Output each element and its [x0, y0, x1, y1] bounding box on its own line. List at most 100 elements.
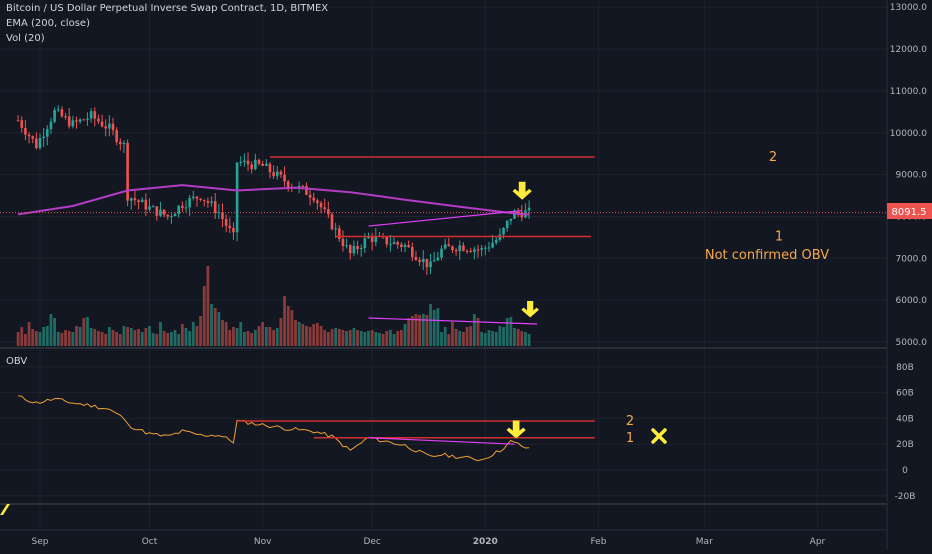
volume-bar — [275, 328, 279, 346]
volume-bar — [330, 329, 334, 346]
candle-body — [505, 220, 509, 229]
volume-bar — [151, 333, 155, 346]
candle-body — [239, 162, 243, 164]
volume-trendline[interactable] — [368, 317, 538, 325]
volume-bar — [348, 330, 352, 346]
candle-body — [458, 245, 462, 252]
candle-body — [115, 130, 118, 142]
volume-bar — [53, 318, 56, 346]
volume-bar — [462, 332, 465, 346]
volume-bar — [414, 314, 418, 346]
chart-title: Bitcoin / US Dollar Perpetual Inverse Sw… — [6, 3, 329, 14]
volume-bar — [180, 324, 184, 346]
candle-body — [119, 141, 122, 145]
x-mark-icon[interactable] — [651, 428, 667, 444]
candle-body — [305, 185, 308, 195]
volume-bar — [126, 327, 129, 346]
candle-body — [389, 243, 392, 245]
candle-body — [363, 238, 367, 249]
candle-body — [250, 164, 253, 170]
candle-body — [173, 213, 177, 217]
candle-body — [484, 247, 487, 249]
grid — [0, 0, 887, 530]
candle-body — [53, 110, 56, 122]
candle-body — [323, 207, 326, 210]
price-tick-label: 12000.0 — [890, 45, 927, 55]
obv-axis[interactable]: 80B 60B 40B 20B 0 -20B — [895, 363, 916, 502]
volume-legend[interactable]: Vol (20) — [6, 33, 45, 44]
volume-bar — [166, 333, 170, 346]
candle-body — [20, 120, 24, 128]
volume-bar — [217, 312, 221, 346]
candle-body — [527, 207, 531, 211]
price-trendline[interactable] — [368, 209, 522, 227]
volume-bar — [326, 332, 330, 346]
volume-bar — [199, 316, 202, 346]
candle-body — [97, 118, 100, 122]
price-annotations: 2 1 Not confirmed OBV — [269, 150, 829, 325]
candle-body — [283, 174, 286, 182]
price-axis[interactable]: 5000.06000.07000.08000.09000.010000.0110… — [890, 3, 927, 348]
volume-bar — [301, 324, 305, 346]
level-2-label: 2 — [769, 150, 777, 165]
volume-bar — [305, 326, 308, 346]
time-tick-label: Nov — [254, 537, 272, 547]
candle-body — [257, 159, 261, 164]
volume-bar — [64, 330, 67, 346]
candle-body — [462, 245, 465, 251]
candle-body — [316, 200, 319, 204]
price-arrow-down-icon[interactable] — [512, 181, 532, 200]
volume-bar — [425, 315, 429, 346]
obv-trendline[interactable] — [368, 437, 515, 445]
volume-bar — [148, 326, 151, 346]
candle-body — [199, 198, 202, 200]
volume-bar — [443, 327, 447, 346]
candle-body — [432, 260, 436, 262]
volume-bar — [323, 330, 327, 346]
candle-body — [476, 249, 480, 251]
candle-body — [144, 199, 148, 210]
candle-body — [370, 236, 374, 242]
volume-bar — [104, 334, 108, 346]
volume-bar — [60, 333, 64, 346]
candle-body — [184, 207, 188, 209]
volume-bar — [381, 334, 385, 346]
volume-bar — [385, 331, 389, 346]
volume-bar — [56, 332, 60, 346]
volume-bar — [502, 327, 505, 346]
candle-body — [392, 242, 396, 244]
volume-bar — [250, 333, 254, 346]
volume-bar — [133, 330, 137, 346]
price-tick-label: 7000.0 — [896, 254, 928, 264]
candle-body — [75, 120, 78, 122]
obv-arrow-down-icon[interactable] — [506, 420, 526, 439]
volume-bar — [38, 332, 42, 346]
candle-body — [275, 171, 279, 177]
ema-legend[interactable]: EMA (200, close) — [6, 18, 90, 29]
candle-body — [418, 259, 421, 263]
volume-bar — [224, 322, 228, 346]
candle-body — [170, 216, 173, 218]
volume-bar — [294, 320, 297, 346]
volume-bar — [527, 334, 531, 346]
candle-body — [27, 134, 31, 137]
time-tick-label: Oct — [142, 537, 158, 547]
candle-body — [202, 199, 206, 201]
time-axis[interactable]: Sep Oct Nov Dec 2020 Feb Mar Apr — [32, 537, 826, 547]
candle-body — [286, 181, 290, 188]
candle-body — [78, 119, 82, 122]
volume-bar — [243, 332, 246, 346]
candle-body — [312, 197, 316, 201]
candle-body — [16, 120, 20, 122]
volume-arrow-down-icon[interactable] — [521, 301, 539, 318]
volume-bar — [82, 318, 86, 346]
drawing-marker-icon[interactable] — [0, 504, 10, 515]
volume-bar — [221, 320, 224, 346]
candle-body — [159, 209, 162, 216]
volume-bar — [392, 334, 396, 346]
last-price-badge-text: 8091.5 — [892, 207, 927, 218]
candle-body — [192, 196, 195, 199]
candle-body — [122, 142, 126, 145]
